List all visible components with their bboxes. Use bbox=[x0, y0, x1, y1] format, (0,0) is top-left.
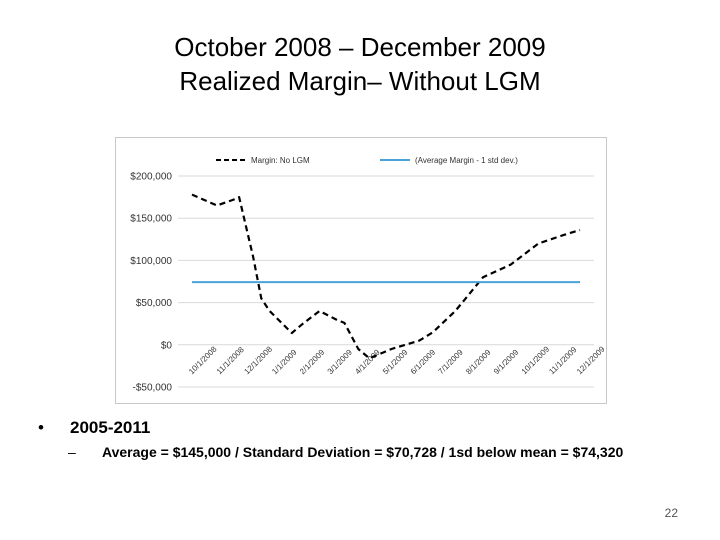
margin-chart: -$50,000 $0 $50,000 $100,000 $150,000 $200,00… bbox=[115, 137, 607, 404]
x-tick-label: 2/1/2009 bbox=[298, 347, 327, 376]
x-tick-label: 11/1/2009 bbox=[547, 345, 578, 376]
x-tick-label: 8/1/2009 bbox=[464, 347, 493, 376]
y-tick-label: $150,000 bbox=[130, 214, 172, 225]
slide-title-line-1: October 2008 – December 2009 bbox=[174, 32, 546, 62]
y-tick-label: $100,000 bbox=[130, 256, 172, 267]
legend-margin-no-lgm-label: Margin: No LGM bbox=[251, 156, 310, 165]
bullet-list: • 2005-2011 – Average = $145,000 / Standar… bbox=[38, 418, 678, 461]
x-tick-label: 3/1/2009 bbox=[326, 347, 355, 376]
x-tick-label: 4/1/2009 bbox=[353, 347, 382, 376]
sub-bullet-dash: – bbox=[68, 444, 76, 460]
x-tick-label: 6/1/2009 bbox=[409, 347, 438, 376]
margin-line-chart: -$50,000 $0 $50,000 $100,000 $150,000 $200,00… bbox=[130, 156, 606, 394]
y-tick-label: -$50,000 bbox=[133, 383, 173, 394]
sub-bullet-text: Average = $145,000 / Standard Deviation … bbox=[102, 444, 624, 460]
bullet-dot: • bbox=[38, 418, 44, 437]
y-tick-label: $200,000 bbox=[130, 172, 172, 183]
x-tick-label: 12/1/2009 bbox=[575, 344, 606, 376]
bullet-text: 2005-2011 bbox=[70, 418, 151, 437]
x-tick-label: 1/1/2009 bbox=[270, 347, 299, 376]
x-tick-label: 9/1/2009 bbox=[492, 347, 521, 376]
page-number: 22 bbox=[664, 506, 678, 520]
sub-bullet-item: – Average = $145,000 / Standard Deviation… bbox=[68, 444, 648, 461]
bullet-item: • 2005-2011 bbox=[38, 418, 678, 438]
x-tick-label: 11/1/2008 bbox=[215, 345, 246, 376]
x-tick-label: 10/1/2008 bbox=[187, 344, 219, 376]
x-tick-label: 12/1/2008 bbox=[242, 344, 274, 376]
y-tick-label: $0 bbox=[161, 340, 173, 351]
slide-title-line-2: Realized Margin– Without LGM bbox=[179, 66, 541, 96]
legend-average-minus-std-label: (Average Margin - 1 std dev.) bbox=[415, 156, 518, 165]
x-tick-label: 7/1/2009 bbox=[436, 347, 465, 376]
x-tick-label: 10/1/2009 bbox=[520, 344, 552, 376]
margin-no-lgm-line bbox=[191, 193, 581, 360]
slide-title: October 2008 – December 2009 Realized Ma… bbox=[0, 30, 720, 98]
y-tick-label: $50,000 bbox=[136, 298, 173, 309]
